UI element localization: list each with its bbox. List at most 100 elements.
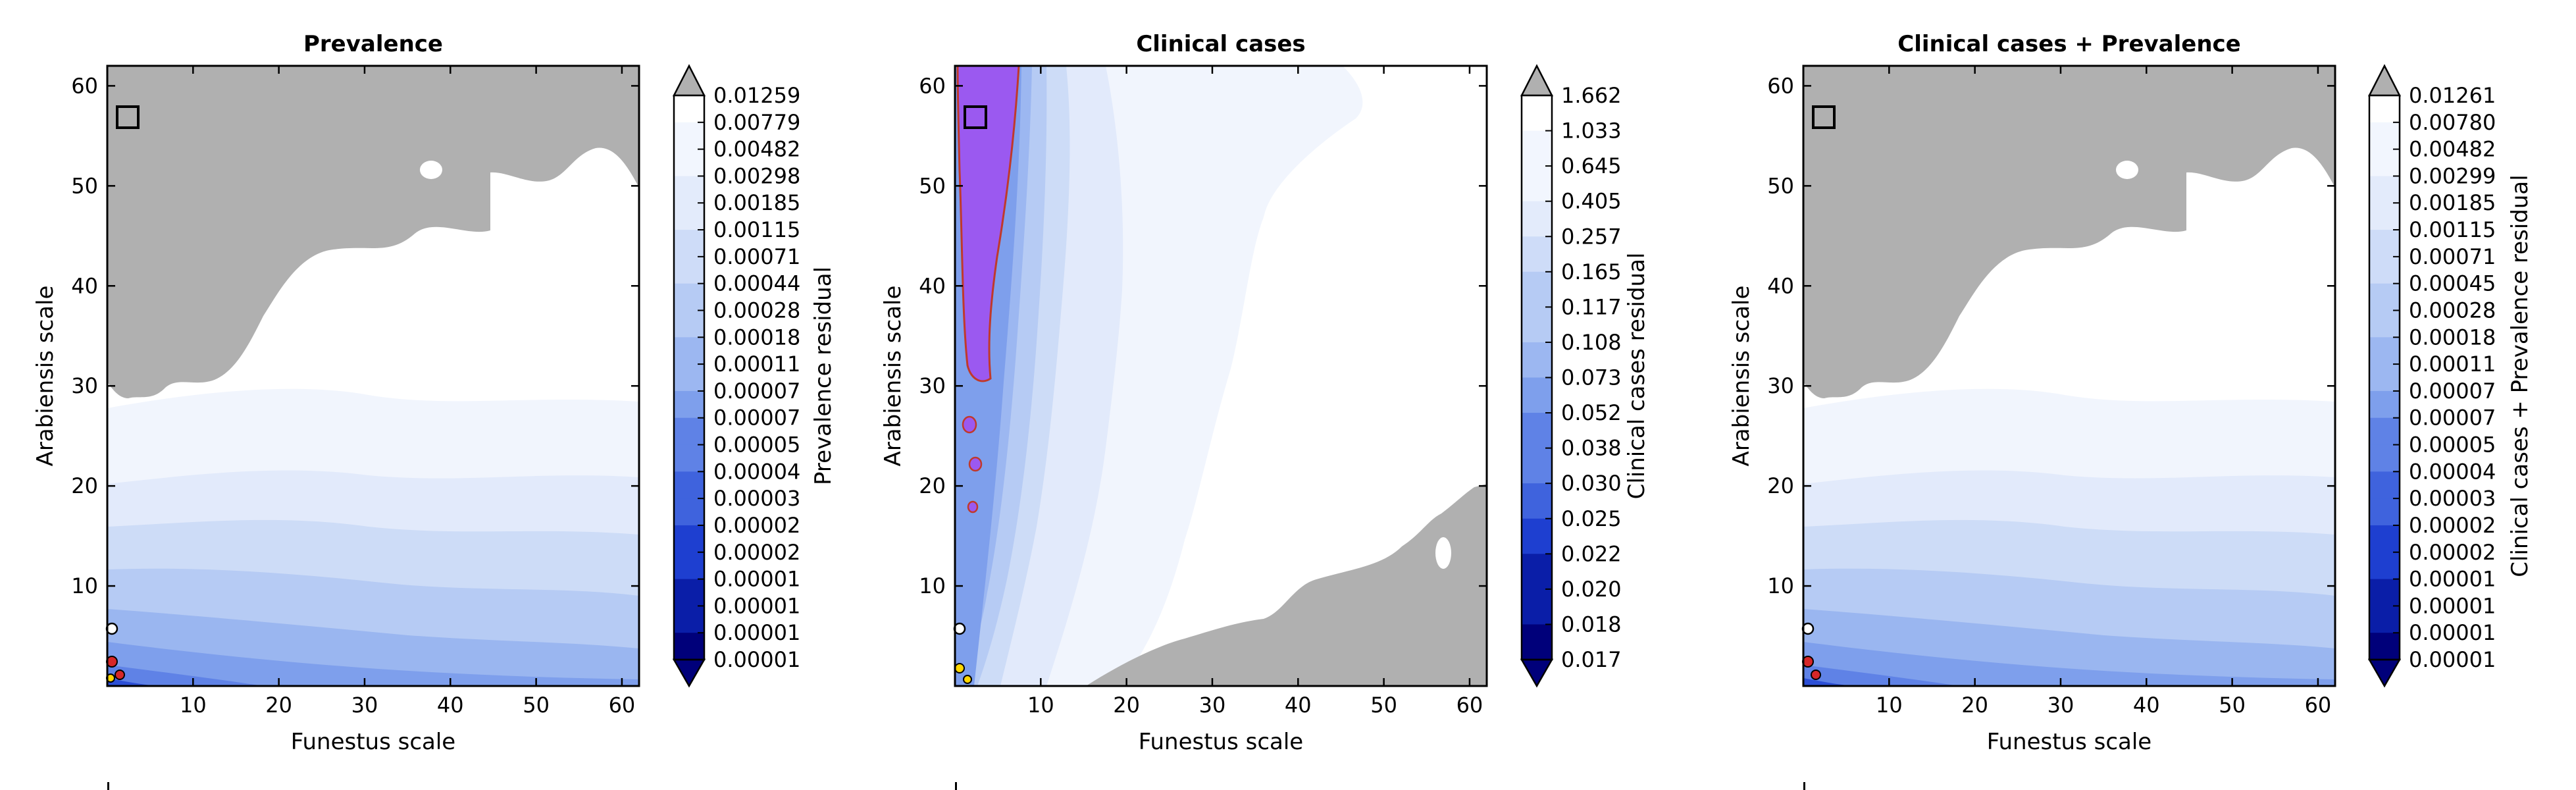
colorbar-segment (674, 203, 704, 230)
colorbar-segment (674, 149, 704, 177)
colorbar-tick: 0.018 (1545, 612, 1622, 637)
panel-clinical-cases-prevalence: Clinical cases + Prevalence 10 20 30 40 50 60… (1728, 31, 2533, 755)
colorbar-extend-top (1520, 64, 1554, 97)
selected-box[interactable] (964, 105, 987, 129)
colorbar-segment (674, 283, 704, 311)
plot-frame (954, 65, 1488, 687)
x-tick: 20 (1113, 66, 1140, 718)
y-tick: 40 (71, 273, 639, 298)
colorbar-tick-label: 0.117 (1561, 294, 1622, 319)
colorbar-extend-bottom (672, 658, 706, 688)
colorbar-tick: 0.00005 (698, 433, 800, 458)
colorbar-tick-label: 0.073 (1561, 365, 1622, 390)
colorbar-segment (674, 95, 704, 123)
colorbar-segment (2369, 283, 2400, 311)
selected-box[interactable] (1812, 105, 1836, 129)
colorbar-segment (1522, 236, 1552, 273)
colorbar-segment (1522, 483, 1552, 519)
panel-title: Prevalence (303, 31, 443, 57)
x-axis-label: Funestus scale (1987, 729, 2151, 755)
x-axis-label: Funestus scale (291, 729, 455, 755)
y-tick: 30 (919, 373, 1487, 398)
colorbar-segment (1522, 201, 1552, 237)
colorbar-tick: 0.017 (1545, 647, 1622, 672)
x-tick: 40 (437, 66, 464, 718)
y-tick: 10 (71, 573, 639, 598)
colorbar: 0.012590.007790.004820.002980.001850.001… (672, 64, 800, 688)
colorbar-segment (2369, 444, 2400, 472)
y-tick: 60 (71, 73, 639, 98)
colorbar-tick-label: 0.00044 (713, 271, 800, 296)
y-tick-label: 10 (1767, 573, 1794, 598)
colorbar-tick-label: 0.052 (1561, 400, 1622, 425)
colorbar-tick: 0.00185 (2393, 190, 2496, 215)
colorbar-tick-label: 0.00071 (713, 244, 800, 269)
selected-box[interactable] (116, 105, 140, 129)
colorbar-tick-label: 0.022 (1561, 541, 1622, 566)
x-tick: 10 (1876, 66, 1903, 718)
colorbar-segment (674, 122, 704, 150)
axes: 10 20 30 40 50 60 10 20 30 40 50 60 (1767, 66, 2335, 718)
colorbar-tick: 0.00018 (698, 325, 800, 350)
y-tick: 10 (919, 573, 1487, 598)
colorbar-tick: 0.00780 (2393, 110, 2496, 135)
y-tick: 20 (71, 473, 639, 498)
colorbar-segment (2369, 95, 2400, 123)
colorbar-tick: 0.025 (1545, 506, 1622, 531)
colorbar-tick: 0.00003 (2393, 486, 2496, 511)
outlier-marker (963, 675, 972, 684)
x-tick: 60 (2305, 66, 2331, 718)
colorbar-segment (1522, 307, 1552, 343)
colorbar-tick-label: 0.00011 (2409, 352, 2496, 377)
x-tick-label: 10 (1876, 693, 1903, 718)
colorbar-segment (2369, 256, 2400, 284)
colorbar-tick: 0.052 (1545, 400, 1622, 425)
colorbar-label: Clinical cases residual (1624, 253, 1650, 500)
colorbar-segment (674, 498, 704, 526)
y-tick-label: 40 (71, 273, 98, 298)
colorbar-segment (2369, 390, 2400, 419)
y-tick-label: 40 (1767, 273, 1794, 298)
colorbar-tick-label: 0.00780 (2409, 110, 2496, 135)
colorbar-tick: 0.00071 (698, 244, 800, 269)
colorbar-tick: 0.00115 (698, 217, 800, 242)
colorbar-tick: 0.00018 (2393, 325, 2496, 350)
colorbar-tick-label: 0.00005 (2409, 433, 2496, 458)
y-axis-label: Arabiensis scale (32, 286, 59, 467)
masked-region (420, 161, 442, 179)
colorbar-tick: 0.00002 (2393, 540, 2496, 565)
y-axis-label: Arabiensis scale (1728, 286, 1755, 467)
colorbar-tick-label: 0.405 (1561, 189, 1622, 214)
colorbar-tick: 0.00005 (2393, 433, 2496, 458)
y-tick-label: 60 (71, 73, 98, 98)
colorbar-tick: 0.00007 (2393, 379, 2496, 404)
colorbar-tick-label: 0.00001 (713, 647, 800, 672)
colorbar-segment (1522, 377, 1552, 413)
colorbar-label: Prevalence residual (810, 267, 837, 485)
colorbar-frame (673, 94, 706, 661)
colorbar-tick-label: 0.00001 (2409, 620, 2496, 645)
colorbar-tick-label: 0.00002 (713, 540, 800, 565)
x-tick-label: 20 (1113, 693, 1140, 718)
colorbar-tick: 0.00004 (698, 459, 800, 484)
masked-region (1803, 66, 2335, 398)
x-tick-label: 10 (180, 693, 207, 718)
colorbar-segment (2369, 122, 2400, 150)
colorbar-extend-top (672, 64, 706, 97)
y-tick-label: 10 (71, 573, 98, 598)
x-tick: 30 (2048, 66, 2074, 718)
y-tick: 20 (919, 473, 1487, 498)
colorbar-segment (674, 364, 704, 392)
x-tick: 40 (2133, 66, 2160, 718)
colorbar-segment (1522, 589, 1552, 625)
colorbar-tick: 0.00001 (698, 567, 800, 592)
y-tick-label: 40 (919, 273, 946, 298)
colorbar-tick-label: 0.00001 (2409, 567, 2496, 592)
colorbar-tick-label: 1.662 (1561, 83, 1622, 108)
y-tick-label: 20 (1767, 473, 1794, 498)
colorbar-tick-label: 0.00115 (2409, 217, 2496, 242)
y-tick-label: 60 (1767, 73, 1794, 98)
outlier-marker (115, 670, 125, 680)
x-tick: 20 (1961, 66, 1988, 718)
